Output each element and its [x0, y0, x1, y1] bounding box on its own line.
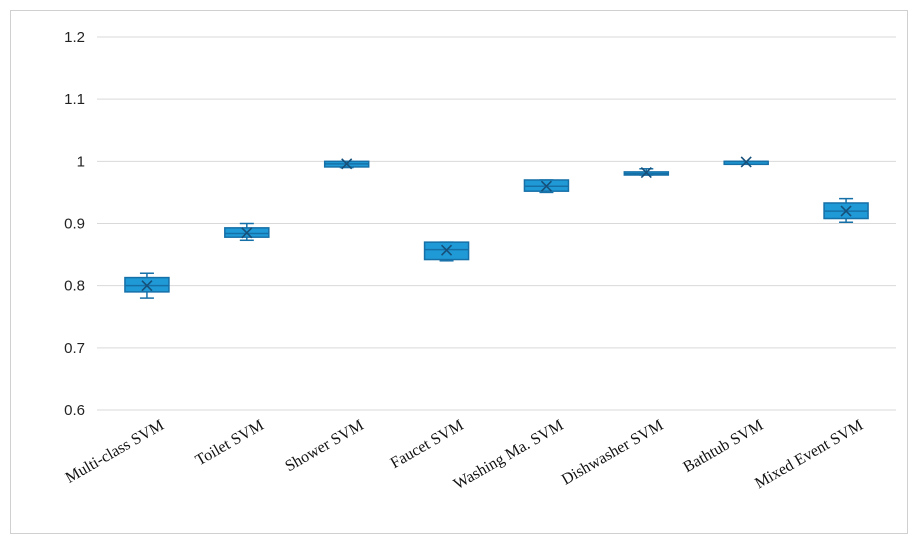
box-series [124, 156, 869, 299]
x-axis-labels: Multi-class SVM Toilet SVM Shower SVM Fauce… [63, 417, 866, 494]
grid-lines [97, 36, 896, 411]
x-category-label: Multi-class SVM [63, 417, 167, 487]
box-6 [623, 166, 670, 179]
y-tick-label: 1.2 [64, 29, 85, 46]
y-axis-ticks: 0.6 0.7 0.8 0.9 1 1.1 1.2 [64, 29, 85, 419]
mean-marker [141, 280, 153, 292]
box-7 [723, 156, 769, 168]
mean-marker [241, 227, 253, 239]
x-category-label: Toilet SVM [193, 417, 267, 470]
box-1 [124, 272, 170, 299]
x-category-label: Bathtub SVM [680, 417, 766, 476]
y-tick-label: 1 [77, 153, 85, 170]
mean-marker [540, 180, 553, 192]
box-4 [423, 241, 470, 262]
y-tick-label: 0.8 [64, 278, 85, 295]
mean-marker [640, 166, 652, 179]
box-2 [224, 222, 270, 242]
y-tick-label: 0.7 [64, 340, 85, 357]
x-category-label: Faucet SVM [388, 417, 467, 472]
x-category-label: Dishwasher SVM [559, 417, 666, 489]
mean-marker [840, 205, 852, 217]
mean-marker [341, 158, 353, 170]
box-8 [823, 197, 869, 224]
box-3 [323, 158, 370, 170]
y-tick-label: 0.6 [64, 402, 85, 419]
chart-frame [10, 10, 908, 534]
x-category-label: Shower SVM [282, 417, 366, 476]
x-category-label: Mixed Event SVM [752, 417, 866, 493]
y-tick-label: 1.1 [64, 91, 85, 108]
y-tick-label: 0.9 [64, 216, 85, 233]
mean-marker [440, 244, 453, 256]
x-category-label: Washing Ma. SVM [451, 417, 567, 494]
mean-marker [740, 156, 752, 168]
box-5 [523, 179, 570, 194]
